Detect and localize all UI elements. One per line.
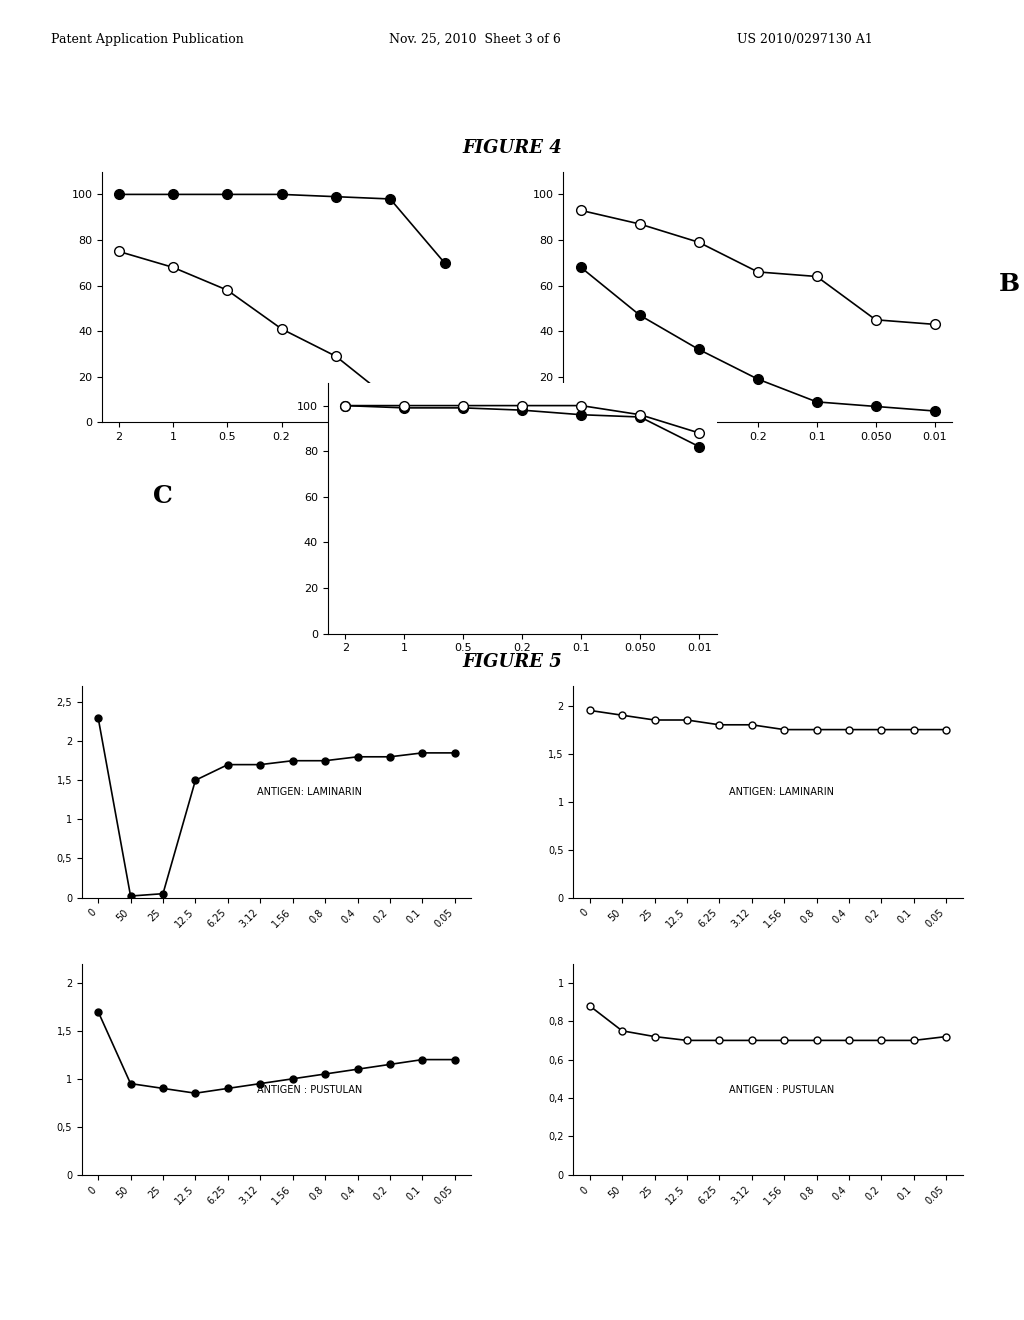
- Text: FIGURE 4: FIGURE 4: [462, 139, 562, 157]
- Text: Nov. 25, 2010  Sheet 3 of 6: Nov. 25, 2010 Sheet 3 of 6: [389, 33, 561, 46]
- Text: ANTIGEN: LAMINARIN: ANTIGEN: LAMINARIN: [729, 787, 835, 797]
- Text: US 2010/0297130 A1: US 2010/0297130 A1: [737, 33, 873, 46]
- Text: B: B: [999, 272, 1020, 297]
- Text: C: C: [153, 483, 172, 508]
- Text: ANTIGEN : PUSTULAN: ANTIGEN : PUSTULAN: [729, 1085, 835, 1096]
- Text: Patent Application Publication: Patent Application Publication: [51, 33, 244, 46]
- Text: ANTIGEN: LAMINARIN: ANTIGEN: LAMINARIN: [257, 787, 362, 797]
- Text: ANTIGEN : PUSTULAN: ANTIGEN : PUSTULAN: [257, 1085, 362, 1096]
- Text: FIGURE 5: FIGURE 5: [462, 653, 562, 672]
